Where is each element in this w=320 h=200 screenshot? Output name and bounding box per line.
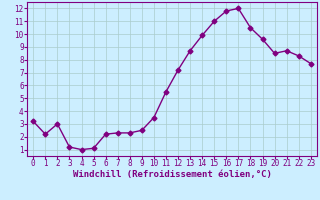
X-axis label: Windchill (Refroidissement éolien,°C): Windchill (Refroidissement éolien,°C) bbox=[73, 170, 271, 179]
